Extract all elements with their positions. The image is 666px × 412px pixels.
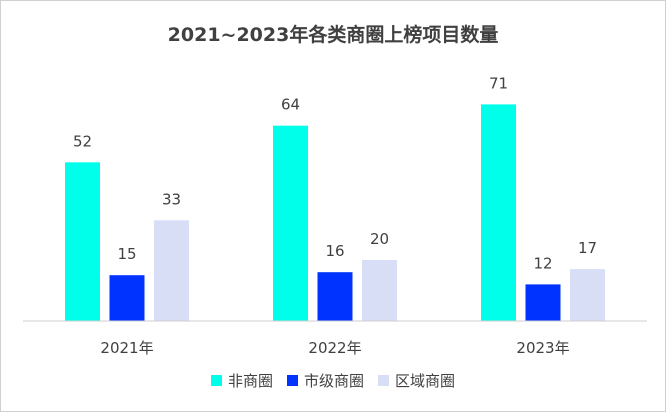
legend-swatch bbox=[211, 375, 222, 386]
data-label: 64 bbox=[281, 96, 300, 114]
data-label: 15 bbox=[117, 245, 136, 263]
bar-区域商圈-2022年 bbox=[362, 260, 397, 321]
bars-group: 52 15 33 64 16 20 71 12 17 bbox=[65, 74, 605, 322]
legend-label: 市级商圈 bbox=[304, 372, 364, 390]
legend-label: 非商圈 bbox=[228, 372, 273, 390]
bar-非商圈-2022年 bbox=[273, 125, 308, 321]
legend: 非商圈 市级商圈 区域商圈 bbox=[211, 372, 455, 390]
bar-区域商圈-2021年 bbox=[154, 220, 189, 321]
data-label: 33 bbox=[162, 190, 181, 208]
data-label: 20 bbox=[370, 230, 389, 248]
x-axis-tick-labels: 2021年 2022年 2023年 bbox=[100, 339, 569, 357]
legend-swatch bbox=[287, 375, 298, 386]
data-label: 17 bbox=[578, 239, 597, 257]
x-tick-label: 2023年 bbox=[516, 339, 569, 357]
bar-市级商圈-2022年 bbox=[317, 272, 353, 321]
bar-区域商圈-2023年 bbox=[570, 269, 605, 321]
bar-市级商圈-2023年 bbox=[525, 284, 561, 321]
chart-title: 2021~2023年各类商圈上榜项目数量 bbox=[168, 23, 499, 46]
data-label: 16 bbox=[325, 242, 344, 260]
legend-swatch bbox=[378, 375, 389, 386]
legend-label: 区域商圈 bbox=[395, 372, 455, 390]
data-label: 12 bbox=[533, 254, 552, 272]
data-label: 71 bbox=[489, 74, 508, 92]
x-tick-label: 2021年 bbox=[100, 339, 153, 357]
bar-非商圈-2021年 bbox=[65, 162, 100, 321]
bar-市级商圈-2021年 bbox=[109, 275, 145, 321]
bar-非商圈-2023年 bbox=[481, 104, 516, 322]
data-label: 52 bbox=[73, 132, 92, 150]
x-tick-label: 2022年 bbox=[308, 339, 361, 357]
